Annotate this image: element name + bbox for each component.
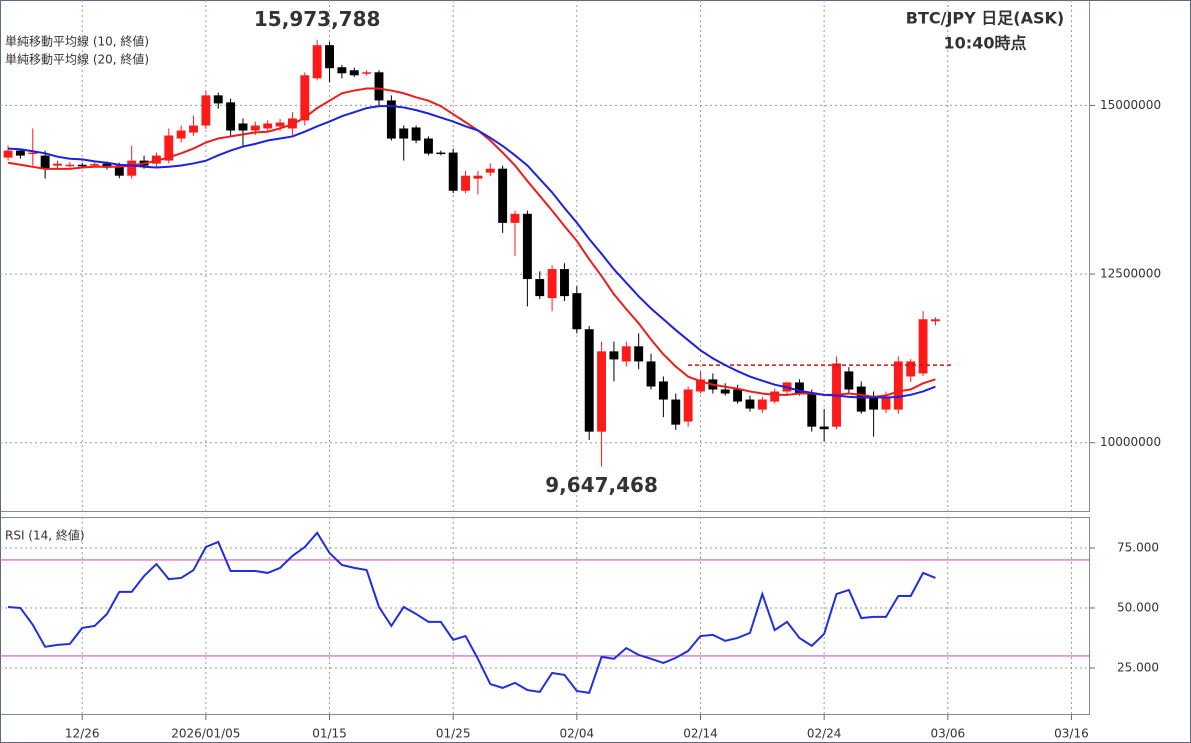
candle-body	[127, 160, 137, 176]
candle-body	[807, 393, 817, 427]
candle-body	[597, 351, 607, 432]
x-tick-label: 02/14	[683, 727, 718, 741]
candle-body	[151, 155, 161, 164]
candle-body	[263, 123, 273, 129]
candle-body	[918, 319, 928, 374]
candle-body	[930, 319, 940, 322]
candle-body	[201, 95, 211, 126]
legend-entry: 単純移動平均線 (10, 終値)	[5, 34, 149, 49]
candle-body	[535, 279, 545, 297]
candle-body	[720, 389, 730, 394]
candle-body	[881, 396, 891, 410]
y-tick-label: 15000000	[1100, 98, 1161, 112]
candle-body	[349, 70, 359, 76]
candle-body	[40, 155, 50, 169]
candle-body	[114, 165, 124, 176]
x-tick-label: 01/15	[312, 727, 347, 741]
candle-body	[745, 399, 755, 409]
candle-body	[15, 150, 25, 156]
x-tick-label: 02/24	[807, 727, 842, 741]
candle-body	[424, 138, 433, 154]
candle-body	[473, 175, 483, 179]
candle-body	[485, 168, 495, 173]
candle-body	[213, 95, 223, 104]
x-tick-label: 03/06	[931, 727, 966, 741]
candle-body	[411, 127, 421, 141]
candle-body	[522, 213, 532, 280]
candle-body	[733, 389, 743, 402]
candle-body	[683, 389, 693, 422]
y-tick-label: 75.000	[1117, 540, 1159, 554]
candle-body	[671, 399, 681, 425]
candle-body	[300, 75, 310, 121]
candle-body	[362, 72, 372, 74]
candle-body	[3, 150, 13, 158]
candle-body	[28, 152, 38, 155]
series-line	[7, 531, 936, 695]
candle-body	[436, 152, 446, 155]
candle-body	[844, 371, 854, 390]
candle-body	[189, 125, 198, 133]
annotation: 9,647,468	[545, 473, 658, 497]
candle-body	[696, 379, 705, 392]
series-line	[7, 87, 936, 398]
candle-body	[893, 361, 903, 410]
chart-title: BTC/JPY 日足(ASK)	[906, 9, 1064, 28]
candle-body	[584, 329, 594, 432]
candle-body	[337, 67, 347, 74]
candle-body	[906, 361, 916, 377]
candle-body	[461, 175, 471, 191]
x-tick-label: 12/26	[65, 727, 100, 741]
candle-body	[794, 382, 804, 394]
y-tick-label: 12500000	[1100, 267, 1161, 281]
candle-body	[572, 293, 582, 330]
candle-body	[53, 163, 62, 166]
candle-body	[226, 102, 236, 131]
candle-body	[238, 123, 248, 131]
candle-body	[312, 45, 322, 79]
candle-body	[560, 269, 569, 297]
candle-body	[325, 45, 334, 69]
y-tick-label: 25.000	[1117, 660, 1159, 674]
candle-body	[609, 351, 619, 360]
candle-body	[275, 122, 285, 127]
legend-entry: RSI (14, 終値)	[5, 528, 85, 543]
x-tick-label: 2026/01/05	[171, 727, 240, 741]
candle-body	[757, 399, 767, 410]
candle-body	[621, 346, 631, 362]
candle-body	[374, 72, 384, 101]
candle-body	[658, 381, 668, 400]
candle-body	[90, 164, 100, 166]
annotation: 15,973,788	[254, 7, 381, 31]
candle-body	[646, 361, 656, 387]
candle-body	[399, 128, 409, 139]
candle-body	[77, 164, 87, 167]
legend-entry: 単純移動平均線 (20, 終値)	[5, 52, 149, 67]
x-tick-label: 03/16	[1054, 727, 1089, 741]
candle-body	[819, 426, 829, 430]
chart-subtitle: 10:40時点	[944, 34, 1027, 53]
candle-body	[547, 269, 557, 299]
candle-body	[65, 164, 75, 167]
x-tick-label: 02/04	[560, 727, 595, 741]
candle-body	[176, 130, 186, 139]
candle-body	[510, 213, 520, 223]
candle-body	[634, 346, 644, 362]
x-tick-label: 01/25	[436, 727, 471, 741]
y-tick-label: 50.000	[1117, 600, 1159, 614]
candle-body	[856, 386, 866, 412]
series-line	[7, 105, 936, 399]
candle-body	[448, 152, 458, 191]
candle-body	[164, 135, 174, 161]
y-tick-label: 10000000	[1100, 435, 1161, 449]
candle-body	[102, 163, 112, 168]
candle-body	[498, 168, 508, 223]
candle-body	[869, 396, 879, 410]
candle-body	[770, 391, 780, 402]
candle-body	[250, 125, 260, 131]
candle-body	[386, 100, 396, 139]
